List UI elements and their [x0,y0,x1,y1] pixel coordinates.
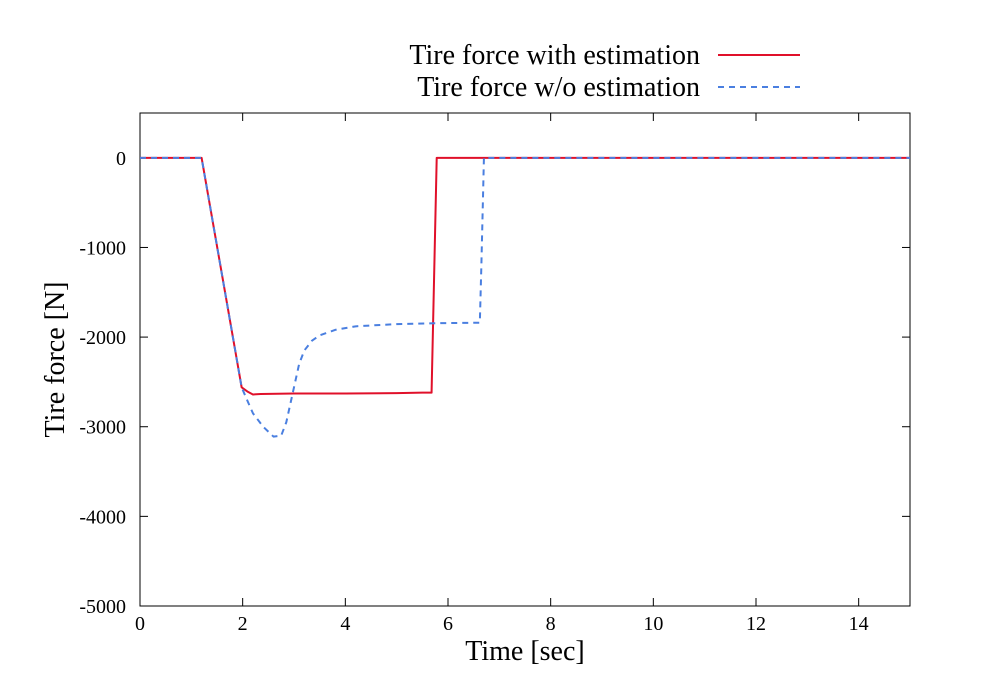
x-tick-label: 8 [546,613,556,635]
x-tick-label: 4 [340,613,350,635]
y-axis-label: Tire force [N] [40,281,71,437]
x-tick-label: 0 [135,613,145,635]
series-layer [140,156,910,438]
y-tick-label: 0 [116,148,126,170]
y-tick-label: -1000 [79,237,126,259]
x-tick-label: 2 [238,613,248,635]
legend-label: Tire force w/o estimation [417,72,700,103]
x-tick-label: 14 [849,613,869,635]
series-line-with-estimation [140,156,910,396]
y-tick-label: -5000 [79,596,126,618]
x-axis-label: Time [sec] [465,636,585,667]
plot-area-frame [139,112,911,607]
x-tick-label: 6 [443,613,453,635]
series-line-without-estimation [140,156,910,438]
legend-label: Tire force with estimation [409,40,700,71]
y-tick-label: -2000 [79,327,126,349]
axis-ticks: 0 2 4 6 8 10 12 14 0 -1000 -2000 -3000 -4000 -5000 [79,113,910,635]
x-tick-label: 12 [746,613,766,635]
y-tick-label: -3000 [79,417,126,439]
y-tick-label: -4000 [79,506,126,528]
x-tick-label: 10 [643,613,663,635]
